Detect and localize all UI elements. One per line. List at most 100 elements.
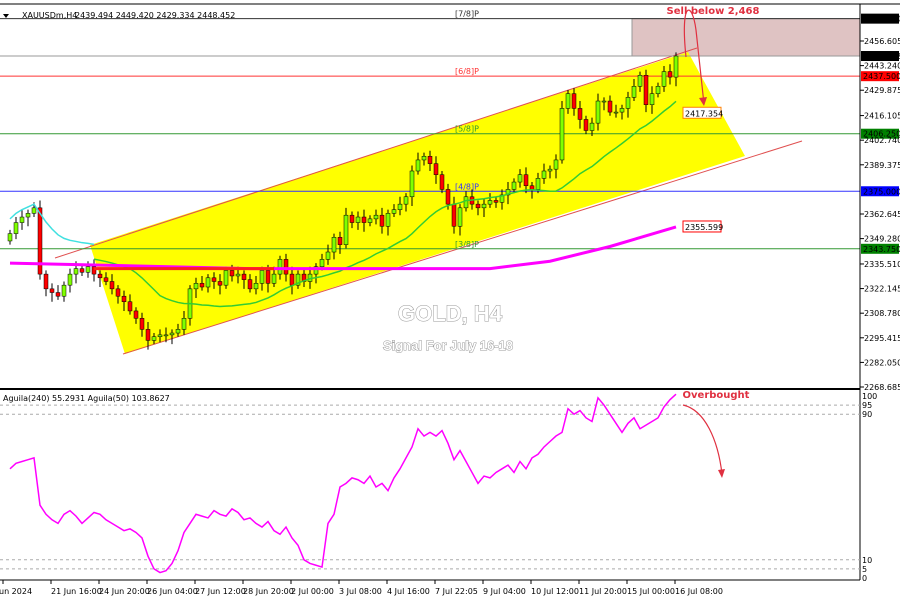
indicator-tick-label: 10 [862, 556, 872, 565]
candle-up [319, 259, 325, 268]
candle-down [211, 277, 217, 282]
candle-down [643, 75, 649, 105]
candle-up [409, 170, 415, 198]
time-tick-label: 2 Jul 00:00 [291, 587, 334, 596]
candle-down [199, 283, 205, 288]
candle-up [613, 111, 619, 114]
price-tick-label: 2402.740 [864, 136, 900, 145]
time-tick-label: 0 Jun 2024 [0, 587, 32, 596]
candle-down [577, 108, 583, 120]
candle-down [451, 203, 457, 227]
chart-ohlc: 2439.494 2449.420 2429.334 2448.452 [75, 11, 235, 20]
price-tick-label: 2308.780 [864, 309, 900, 318]
candle-down [439, 174, 445, 190]
watermark-title: GOLD, H4 [398, 301, 503, 326]
level-tag: [4/8]P [455, 182, 479, 191]
price-level-box [861, 71, 899, 82]
candle-up [7, 233, 13, 242]
price-level-box [861, 128, 899, 139]
time-tick-label: 3 Jul 08:00 [339, 587, 382, 596]
candle-up [253, 283, 259, 290]
candle-up [85, 266, 91, 273]
price-tick-label: 2295.415 [864, 334, 900, 343]
level-tag: [6/8]P [455, 67, 479, 76]
price-level-label: 2343.750 [863, 245, 900, 254]
time-tick-label: 24 Jun 20:00 [99, 587, 150, 596]
candle-up [655, 86, 661, 94]
watermark-subtitle: Signal For July 16-18 [383, 338, 513, 353]
price-level-box [861, 51, 899, 62]
candle-down [667, 71, 673, 78]
candle-up [325, 251, 331, 260]
candle-up [553, 159, 559, 170]
candle-down [247, 279, 253, 290]
channel-upper-line [54, 47, 698, 259]
sell-annotation: Sell below 2,468 [667, 6, 760, 17]
candle-up [637, 75, 643, 87]
candle-up [175, 329, 181, 334]
candle-up [481, 203, 487, 209]
candle-up [259, 270, 265, 284]
candle-down [445, 189, 451, 205]
candle-down [349, 214, 355, 223]
candle-down [97, 273, 103, 279]
price-level-box [861, 13, 899, 24]
candle-up [601, 100, 607, 103]
candle-up [421, 156, 427, 161]
candle-up [517, 174, 523, 183]
candle-up [19, 216, 25, 223]
candle-down [607, 100, 613, 113]
ma-fast-line [93, 100, 677, 308]
candle-up [181, 318, 187, 330]
time-tick-label: 7 Jul 22:05 [435, 587, 478, 596]
price-tick-label: 2322.145 [864, 285, 900, 294]
overbought-arrowhead-icon [718, 469, 725, 478]
price-level-box [861, 186, 899, 197]
indicator-tick-label: 5 [862, 565, 867, 574]
candle-up [31, 207, 37, 214]
ma-slow-value-box [682, 220, 722, 233]
price-tick-label: 2282.050 [864, 358, 900, 367]
candle-down [91, 266, 97, 275]
candle-down [55, 292, 61, 297]
price-tick-label: 2335.510 [864, 260, 900, 269]
price-level-label: 2448.452 [863, 52, 900, 61]
candle-down [145, 329, 151, 341]
sell-arrow [683, 9, 705, 105]
candle-down [79, 268, 85, 273]
candle-up [511, 181, 517, 190]
price-tick-label: 2416.105 [864, 112, 900, 121]
candle-up [661, 71, 667, 87]
candle-up [151, 336, 157, 341]
candle-up [619, 108, 625, 113]
level-tag: [5/8]P [455, 125, 479, 134]
candle-down [379, 214, 385, 227]
candle-down [265, 270, 271, 284]
time-tick-label: 11 Jul 20:00 [579, 587, 627, 596]
dropdown-arrow-icon[interactable] [3, 14, 9, 18]
candle-up [25, 213, 31, 218]
candle-up [193, 283, 199, 290]
candle-up [223, 270, 229, 286]
time-tick-label: 27 Jun 12:00 [195, 587, 246, 596]
candle-up [205, 277, 211, 288]
candle-down [337, 237, 343, 245]
price-tick-label: 2389.375 [864, 161, 900, 170]
time-tick-label: 16 Jul 08:00 [675, 587, 723, 596]
candle-down [217, 281, 223, 286]
candle-down [583, 119, 589, 131]
candle-down [475, 203, 481, 209]
candle-up [373, 214, 379, 220]
candle-up [157, 334, 163, 337]
candle-down [103, 277, 109, 282]
price-tick-label: 2362.645 [864, 210, 900, 219]
indicator-tick-label: 0 [862, 574, 867, 583]
candle-up [313, 266, 319, 275]
candle-down [121, 295, 127, 302]
candle-up [673, 55, 679, 78]
candle-down [37, 207, 43, 275]
candle-down [229, 270, 235, 277]
candle-up [463, 196, 469, 209]
candle-up [235, 273, 241, 277]
